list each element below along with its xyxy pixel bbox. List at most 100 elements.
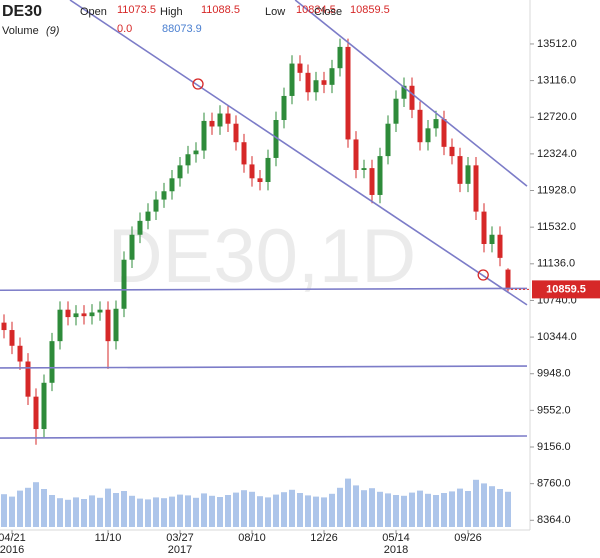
- volume-bar: [329, 493, 335, 527]
- candle-body: [17, 345, 23, 362]
- open-value: 11073.5: [117, 4, 156, 16]
- volume-bar: [505, 491, 511, 527]
- volume-bar: [225, 495, 231, 527]
- candle-body: [497, 234, 503, 258]
- trend-line: [69, 0, 528, 306]
- trend-line: [0, 287, 528, 292]
- candle-body: [73, 313, 79, 318]
- volume-bar: [129, 495, 135, 527]
- open-label: Open: [80, 6, 107, 18]
- candle-body: [161, 191, 167, 200]
- candle-body: [41, 382, 47, 430]
- last-price-box: [532, 280, 600, 299]
- high-value: 11088.5: [201, 4, 240, 16]
- volume-bar: [345, 478, 351, 527]
- volume-bar: [145, 499, 151, 527]
- symbol-title: DE30: [2, 3, 42, 20]
- volume-bar: [153, 497, 159, 527]
- candle-body: [417, 109, 423, 143]
- volume-bar: [73, 497, 79, 527]
- candle-body: [9, 330, 15, 346]
- candle-body: [65, 309, 71, 318]
- volume-bar: [81, 499, 87, 527]
- volume-bar: [417, 490, 423, 527]
- candle-body: [425, 128, 431, 143]
- x-tick-label: 11/10: [95, 532, 122, 544]
- y-tick-label: 8364.0: [537, 514, 571, 526]
- x-tick-label: 09/26: [454, 532, 482, 544]
- volume-bar: [33, 482, 39, 527]
- volume-bar: [281, 492, 287, 527]
- volume-bar: [321, 497, 327, 527]
- candle-body: [369, 168, 375, 195]
- y-tick-label: 13512.0: [537, 38, 577, 50]
- x-tick-label: 08/10: [238, 532, 266, 544]
- candle-body: [361, 168, 367, 170]
- y-tick-label: 9552.0: [537, 404, 571, 416]
- candle-body: [313, 80, 319, 93]
- volume-bar: [161, 498, 167, 527]
- y-tick-label: 9156.0: [537, 441, 571, 453]
- volume-bar: [409, 492, 415, 527]
- candle-body: [233, 123, 239, 143]
- candle-body: [385, 123, 391, 157]
- high-label: High: [160, 6, 183, 18]
- candle-body: [217, 113, 223, 127]
- y-tick-label: 12720.0: [537, 111, 577, 123]
- candle-body: [449, 146, 455, 157]
- volume-bar: [289, 489, 295, 527]
- volume-bar: [185, 495, 191, 527]
- volume-bar: [17, 490, 23, 527]
- volume-value: 88073.9: [162, 23, 202, 35]
- volume-bar: [385, 493, 391, 527]
- volume-label: Volume: [2, 25, 39, 37]
- candle-body: [465, 165, 471, 184]
- x-tick-label: 12/26: [310, 532, 338, 544]
- candle-body: [145, 211, 151, 221]
- y-tick-label: 12324.0: [537, 148, 577, 160]
- candle-body: [481, 211, 487, 244]
- volume-bar: [241, 490, 247, 527]
- volume-bar: [297, 493, 303, 527]
- candle-body: [265, 157, 271, 183]
- candle-body: [105, 309, 111, 342]
- volume-bar: [193, 497, 199, 527]
- volume-bar: [257, 496, 263, 527]
- volume-bar: [89, 495, 95, 527]
- volume-bar: [57, 498, 63, 527]
- candle-body: [33, 396, 39, 430]
- volume-bar: [1, 494, 7, 527]
- candle-body: [81, 313, 87, 317]
- candle-body: [201, 120, 207, 151]
- candle-body: [409, 85, 415, 110]
- volume-bar: [441, 493, 447, 527]
- candle-body: [137, 220, 143, 235]
- volume-bar: [49, 495, 55, 527]
- candle-body: [121, 259, 127, 309]
- trend-marker: [477, 269, 489, 281]
- x-tick-label: 05/14: [382, 532, 410, 544]
- candle-body: [193, 150, 199, 155]
- candle-body: [305, 72, 311, 93]
- volume-bar: [353, 485, 359, 527]
- volume-bar: [473, 479, 479, 527]
- volume-bar: [177, 494, 183, 527]
- volume-bar: [217, 497, 223, 527]
- volume-bar: [361, 490, 367, 527]
- y-tick-label: 13116.0: [537, 74, 576, 86]
- candle-body: [25, 361, 31, 397]
- volume-bar: [433, 495, 439, 527]
- candle-body: [257, 178, 263, 183]
- candle-body: [337, 46, 343, 69]
- volume-bar: [41, 489, 47, 527]
- volume-bar: [313, 496, 319, 527]
- volume-bar: [233, 492, 239, 527]
- candle-body: [49, 341, 55, 383]
- candle-body: [113, 308, 119, 342]
- candle-body: [153, 199, 159, 212]
- y-tick-label: 11532.0: [537, 221, 576, 233]
- candle-body: [97, 309, 103, 313]
- y-tick-label: 11928.0: [537, 184, 576, 196]
